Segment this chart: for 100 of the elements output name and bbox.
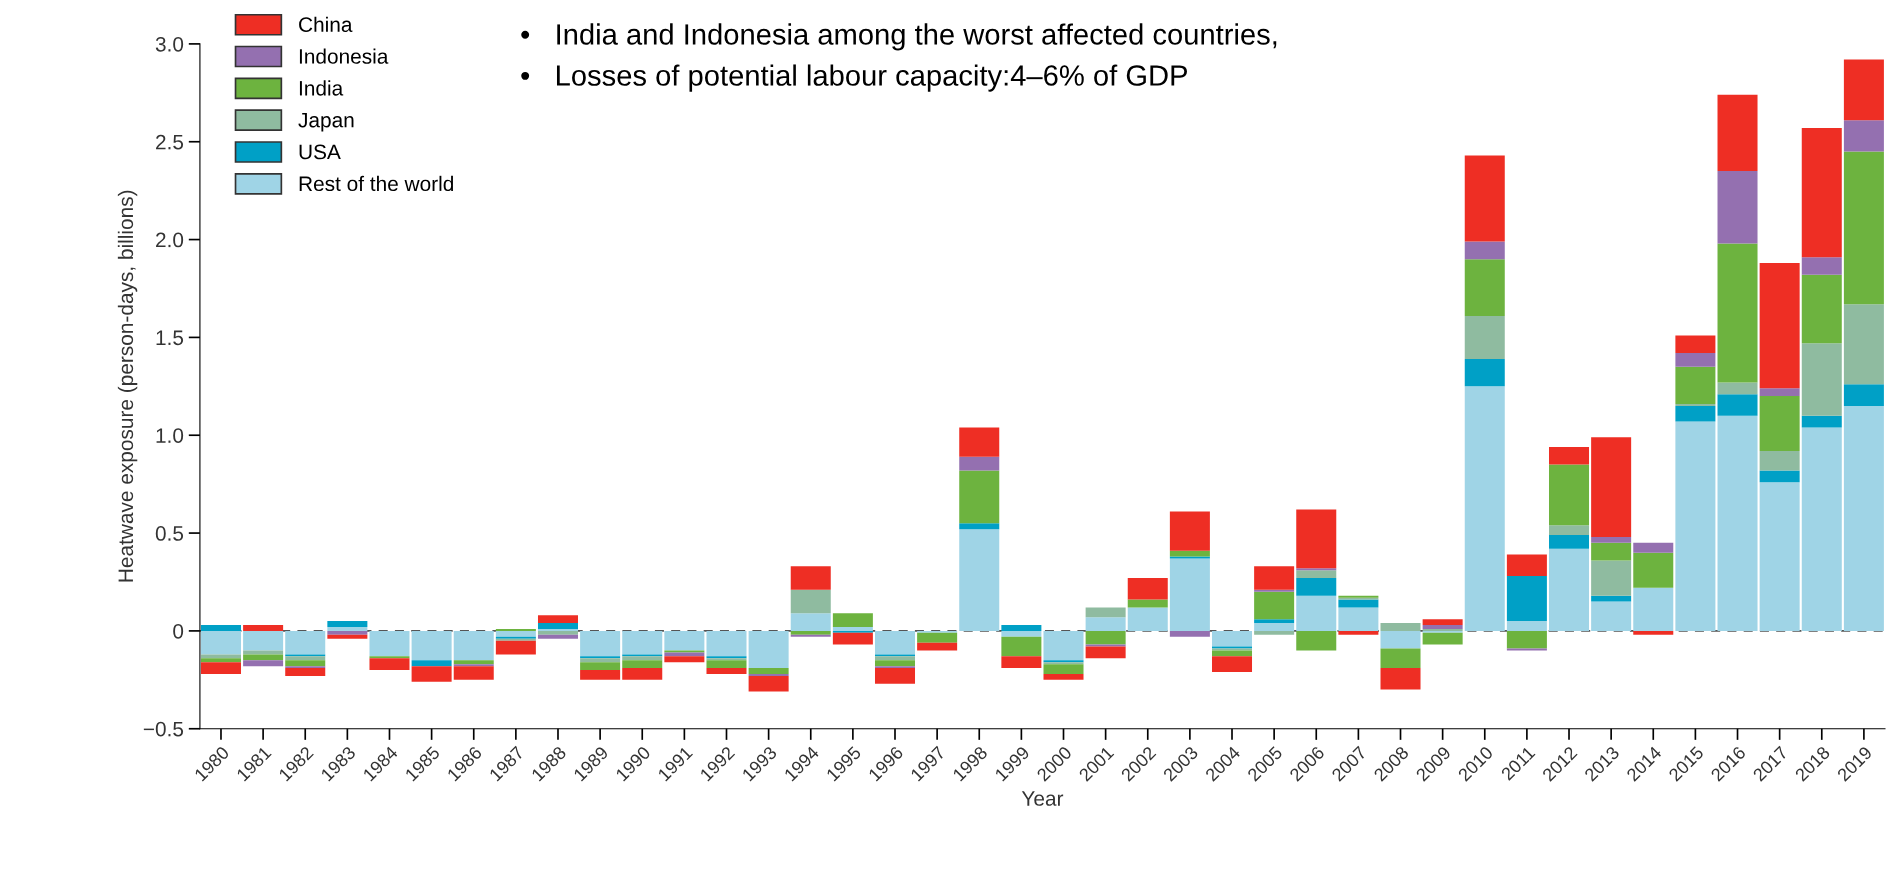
y-tick-label: 2.0 xyxy=(156,232,184,248)
legend-label: India xyxy=(299,80,344,96)
bar xyxy=(1591,601,1632,631)
bar xyxy=(1001,636,1042,657)
bar xyxy=(1591,542,1632,561)
bar xyxy=(706,668,747,674)
bar xyxy=(453,630,494,661)
bar xyxy=(1633,587,1674,631)
bar xyxy=(327,621,368,627)
bar xyxy=(959,529,1000,631)
bar xyxy=(1759,470,1800,483)
bar xyxy=(285,630,326,655)
bar xyxy=(1633,630,1674,635)
bar xyxy=(622,630,663,655)
bar xyxy=(580,658,621,663)
bar xyxy=(537,615,578,624)
annotation: • India and Indonesia among the worst affected countries, xyxy=(521,23,1277,51)
bar xyxy=(1464,358,1505,387)
bar xyxy=(1254,591,1295,620)
bar xyxy=(1675,366,1716,404)
bar xyxy=(1043,664,1084,674)
bar xyxy=(1843,304,1884,385)
bar xyxy=(790,566,831,590)
bar xyxy=(790,589,831,614)
bar xyxy=(1254,623,1295,631)
bar xyxy=(453,666,494,680)
bar xyxy=(1254,619,1295,624)
bar xyxy=(327,630,368,635)
bar xyxy=(664,656,705,663)
bar xyxy=(1464,386,1505,631)
bar xyxy=(1591,536,1632,543)
annotation: • Losses of potential labour capacity:4–6% of GDP xyxy=(521,64,1187,92)
bar xyxy=(1464,259,1505,316)
bar xyxy=(1085,646,1126,659)
bar xyxy=(1001,625,1042,631)
bar xyxy=(1717,243,1758,383)
bar xyxy=(1085,617,1126,631)
bar xyxy=(1717,171,1758,244)
bar xyxy=(200,654,241,659)
bar xyxy=(1506,630,1547,649)
bar xyxy=(1296,578,1337,596)
bar xyxy=(1212,656,1253,672)
bar xyxy=(917,632,958,643)
bar xyxy=(411,630,452,661)
bar xyxy=(1001,656,1042,669)
bar xyxy=(1422,619,1463,626)
bar xyxy=(1801,128,1842,258)
bar xyxy=(1549,535,1590,549)
bar xyxy=(1169,630,1210,637)
bar xyxy=(200,662,241,674)
legend-label: China xyxy=(299,16,353,32)
bar xyxy=(1717,94,1758,172)
bar xyxy=(1127,578,1168,600)
bar xyxy=(1549,525,1590,536)
bar xyxy=(1717,394,1758,416)
bar xyxy=(243,660,284,667)
bar xyxy=(1212,650,1253,657)
bar xyxy=(874,660,916,667)
y-tick-label: 0.5 xyxy=(155,526,184,541)
bar xyxy=(1338,607,1379,631)
bar xyxy=(622,660,663,669)
y-axis-title: Heatwave exposure (person-days, billions) xyxy=(117,190,138,582)
bar xyxy=(832,613,873,627)
bar xyxy=(1422,632,1463,645)
bar xyxy=(1591,595,1632,602)
bar xyxy=(200,630,241,655)
bar xyxy=(1759,450,1800,471)
y-tick-label: 2.5 xyxy=(156,134,184,150)
bar xyxy=(790,613,831,631)
bar xyxy=(874,668,916,684)
legend-label: Indonesia xyxy=(299,48,389,64)
bar xyxy=(243,654,284,661)
bar xyxy=(285,660,326,667)
y-tick-label: −0.5 xyxy=(143,721,184,737)
bar xyxy=(1675,353,1716,367)
bar xyxy=(959,427,1000,457)
bar xyxy=(1212,630,1253,647)
bar xyxy=(1759,482,1800,631)
bar xyxy=(537,630,578,635)
bar xyxy=(327,634,368,639)
bar xyxy=(1296,630,1337,651)
x-axis-title: Year xyxy=(1021,791,1064,806)
bar xyxy=(327,626,368,631)
bar xyxy=(1085,607,1126,618)
bar xyxy=(1296,595,1337,631)
bar xyxy=(411,660,452,667)
bar xyxy=(1001,630,1042,637)
bar xyxy=(1633,552,1674,588)
bar xyxy=(1717,415,1758,631)
legend-label: Rest of the world xyxy=(299,175,453,192)
bar xyxy=(243,630,284,651)
bar xyxy=(1801,257,1842,275)
bar xyxy=(1843,120,1884,152)
bar xyxy=(959,523,1000,530)
bar xyxy=(790,630,831,635)
bar xyxy=(1675,421,1716,631)
bar xyxy=(1843,384,1884,406)
bar xyxy=(495,640,536,655)
bar xyxy=(664,652,705,657)
y-tick-label: 1.5 xyxy=(156,330,184,346)
